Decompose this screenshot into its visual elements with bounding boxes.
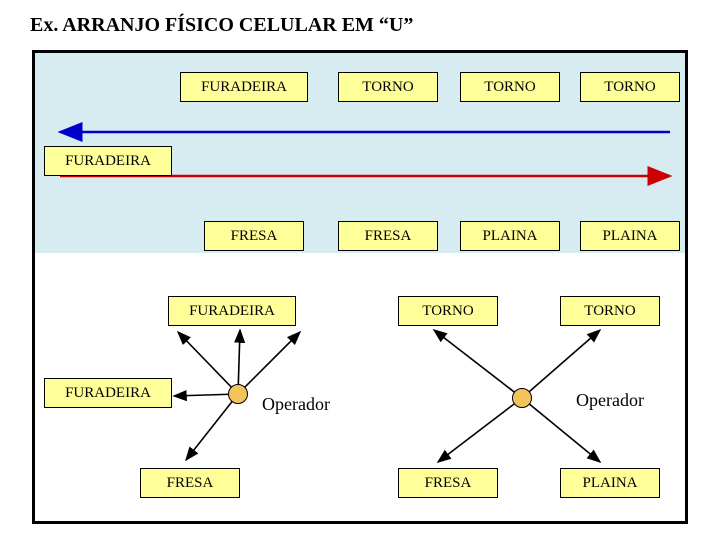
operator-dot bbox=[512, 388, 532, 408]
machine-box-bot-furadeira-1: FURADEIRA bbox=[168, 296, 296, 326]
machine-box-bot-plaina-1: PLAINA bbox=[560, 468, 660, 498]
machine-box-top-torno-2: TORNO bbox=[460, 72, 560, 102]
machine-box-label: FURADEIRA bbox=[65, 385, 151, 402]
machine-box-top-torno-1: TORNO bbox=[338, 72, 438, 102]
machine-box-label: FRESA bbox=[425, 475, 472, 492]
machine-box-top-torno-3: TORNO bbox=[580, 72, 680, 102]
machine-box-top-fresa-1: FRESA bbox=[204, 221, 304, 251]
operator-label: Operador bbox=[576, 390, 644, 411]
machine-box-top-plaina-1: PLAINA bbox=[460, 221, 560, 251]
machine-box-label: PLAINA bbox=[483, 228, 538, 245]
machine-box-top-furadeira-1: FURADEIRA bbox=[180, 72, 308, 102]
machine-box-label: TORNO bbox=[362, 79, 413, 96]
machine-box-bot-fresa-1: FRESA bbox=[140, 468, 240, 498]
machine-box-bot-torno-2: TORNO bbox=[560, 296, 660, 326]
machine-box-label: FURADEIRA bbox=[201, 79, 287, 96]
machine-box-bot-fresa-2: FRESA bbox=[398, 468, 498, 498]
machine-box-label: TORNO bbox=[584, 303, 635, 320]
machine-box-label: FURADEIRA bbox=[65, 153, 151, 170]
operator-label: Operador bbox=[262, 394, 330, 415]
machine-box-bot-torno-1: TORNO bbox=[398, 296, 498, 326]
machine-box-top-plaina-2: PLAINA bbox=[580, 221, 680, 251]
machine-box-top-fresa-2: FRESA bbox=[338, 221, 438, 251]
machine-box-label: FRESA bbox=[231, 228, 278, 245]
machine-box-label: FRESA bbox=[167, 475, 214, 492]
machine-box-label: FURADEIRA bbox=[189, 303, 275, 320]
machine-box-top-furadeira-side: FURADEIRA bbox=[44, 146, 172, 176]
page-title: Ex. ARRANJO FÍSICO CELULAR EM “U” bbox=[30, 14, 413, 37]
machine-box-label: FRESA bbox=[365, 228, 412, 245]
machine-box-label: TORNO bbox=[484, 79, 535, 96]
machine-box-label: TORNO bbox=[422, 303, 473, 320]
machine-box-bot-furadeira-side: FURADEIRA bbox=[44, 378, 172, 408]
operator-dot bbox=[228, 384, 248, 404]
machine-box-label: TORNO bbox=[604, 79, 655, 96]
machine-box-label: PLAINA bbox=[603, 228, 658, 245]
machine-box-label: PLAINA bbox=[583, 475, 638, 492]
